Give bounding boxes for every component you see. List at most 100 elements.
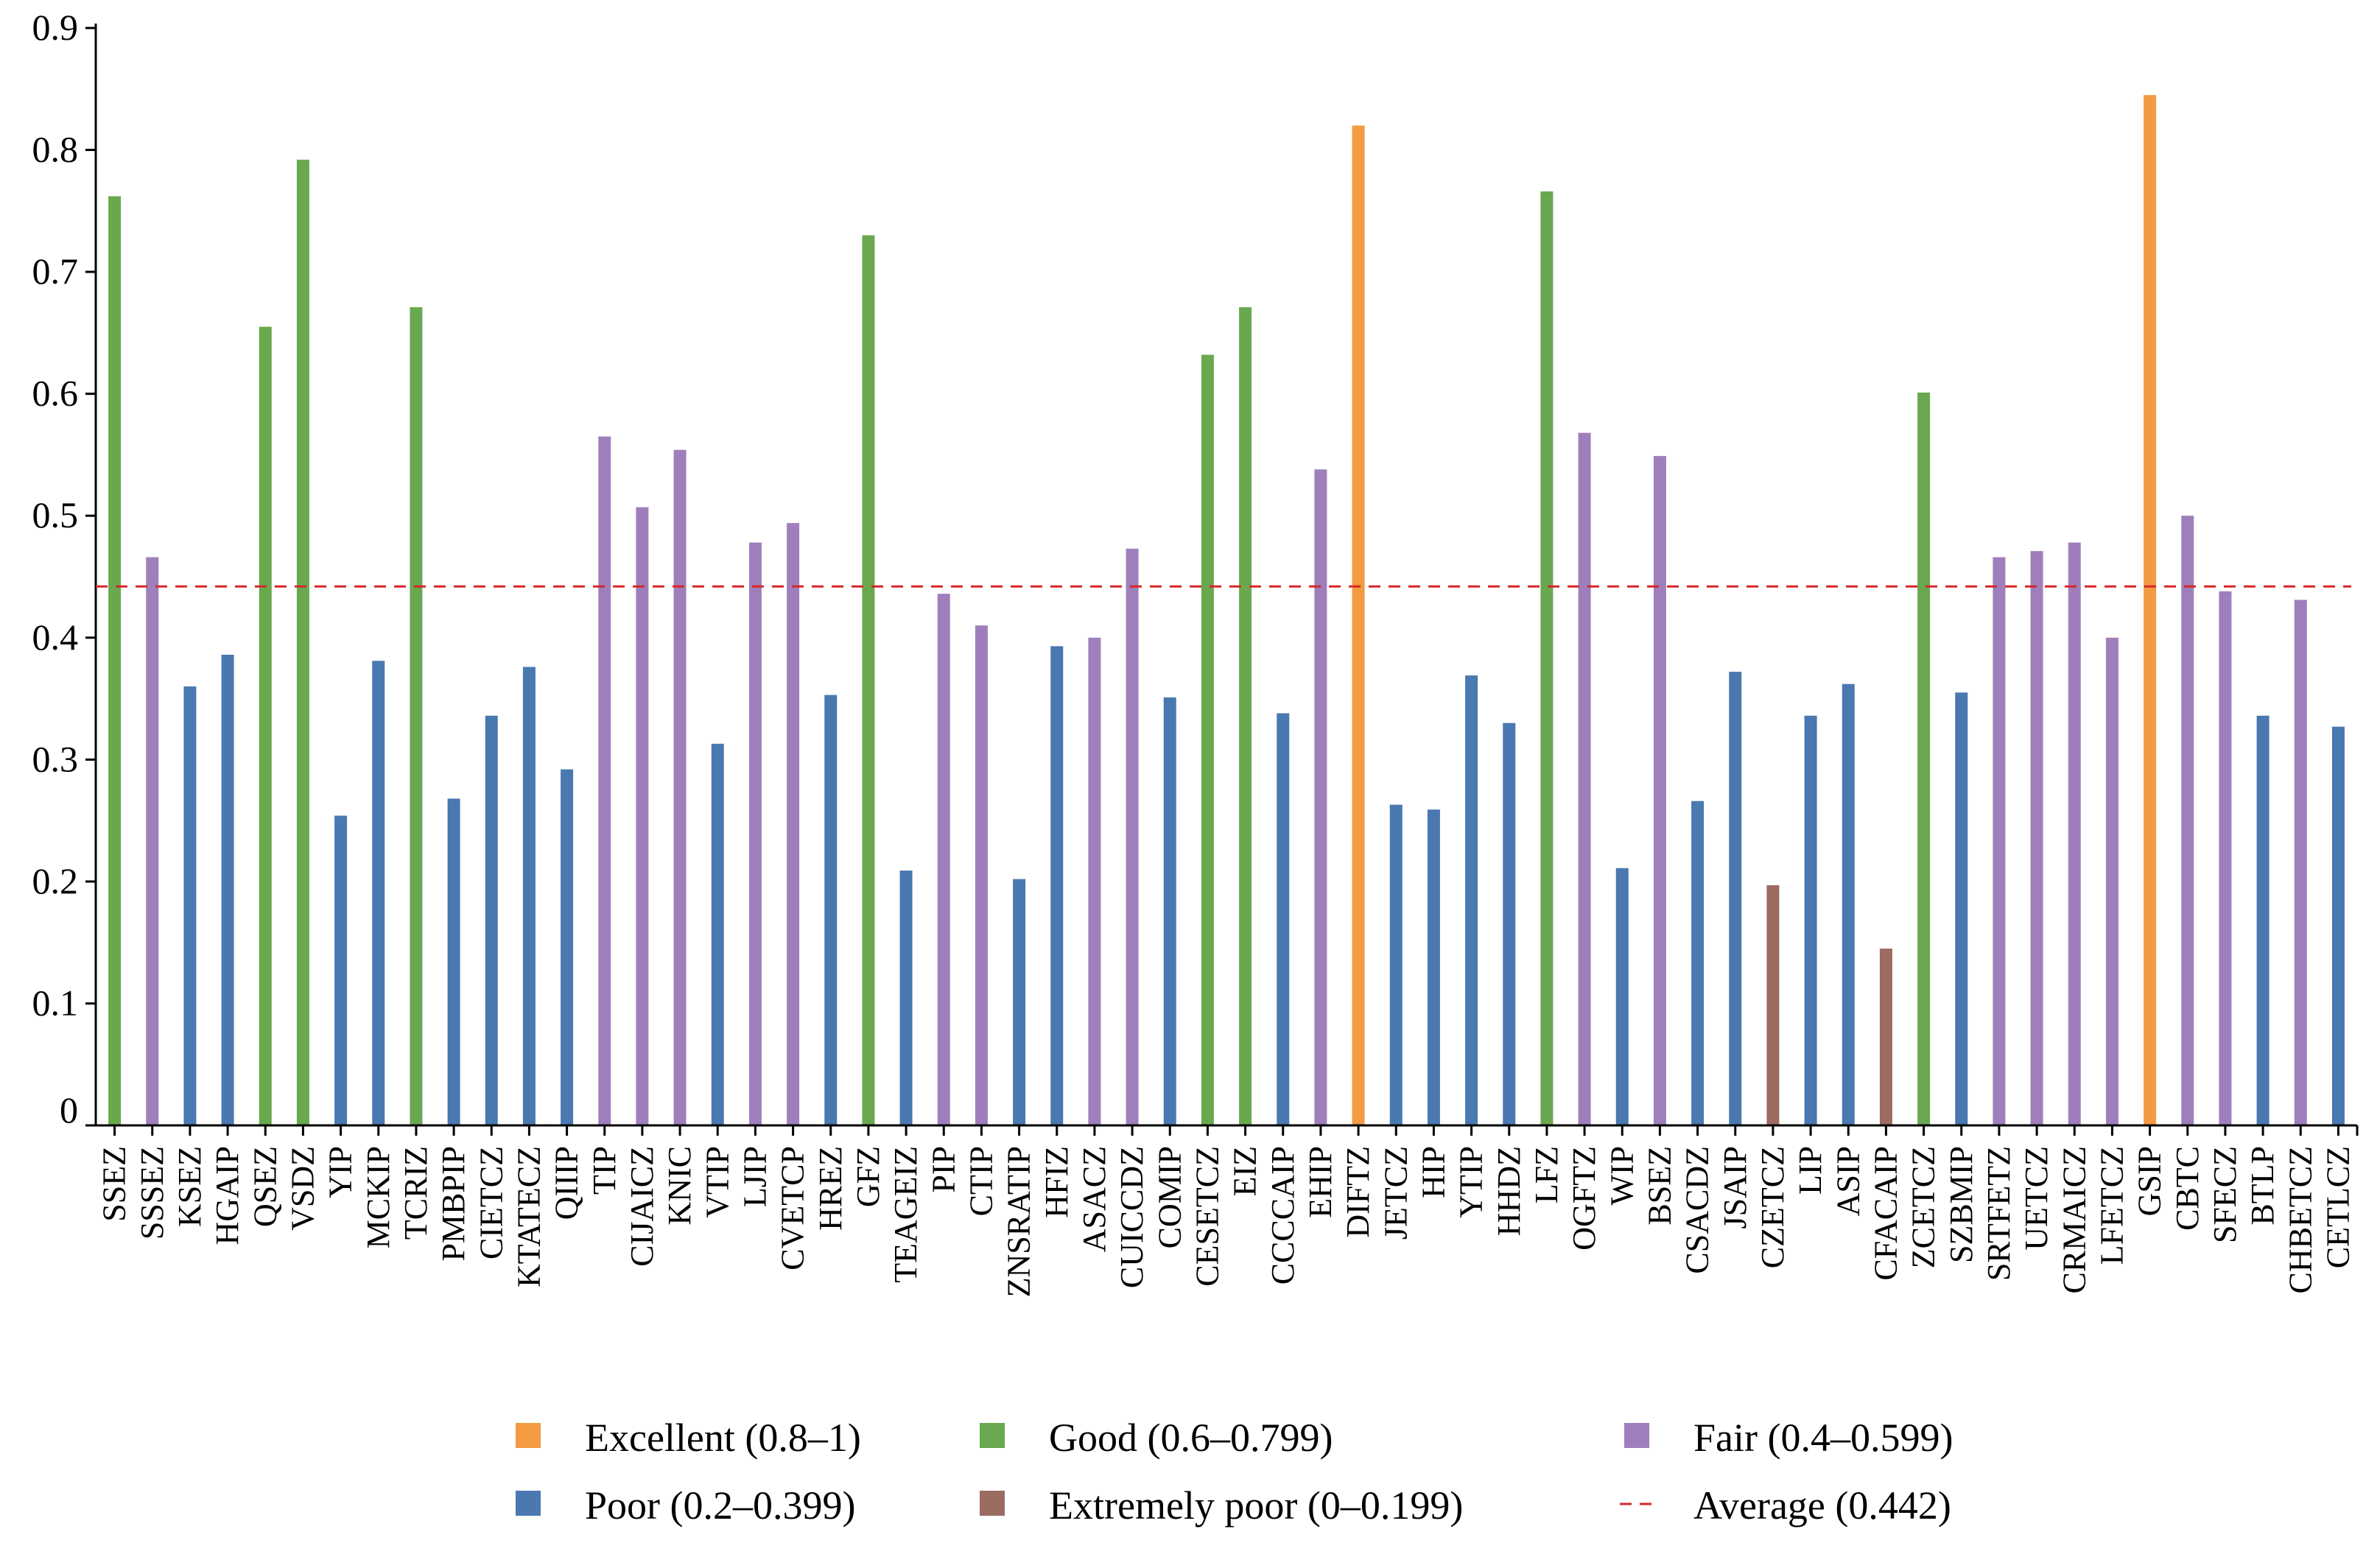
y-tick-label: 0.8 bbox=[32, 129, 79, 170]
bar bbox=[2030, 551, 2043, 1125]
x-tick-label: GSIP bbox=[2132, 1146, 2168, 1216]
x-tick-label: BSEZ bbox=[1641, 1146, 1677, 1226]
x-tick-label: LFZ bbox=[1528, 1146, 1565, 1203]
bar bbox=[1503, 723, 1516, 1125]
bar bbox=[1578, 432, 1591, 1125]
bar bbox=[899, 870, 913, 1125]
x-tick-label: CHBETCZ bbox=[2282, 1146, 2318, 1293]
y-tick-label: 0.5 bbox=[32, 494, 79, 535]
bar bbox=[862, 235, 875, 1125]
bars bbox=[108, 95, 2345, 1126]
legend-label: Good (0.6–0.799) bbox=[1049, 1416, 1333, 1460]
x-tick-label: CUICCDZ bbox=[1114, 1146, 1150, 1288]
x-tick-label: SSEZ bbox=[96, 1146, 133, 1222]
x-tick-label: CIJAICZ bbox=[624, 1146, 660, 1267]
bar bbox=[1691, 801, 1705, 1125]
y-tick-label: 0.6 bbox=[32, 373, 79, 414]
x-tick-label: ASACZ bbox=[1076, 1146, 1112, 1252]
x-tick-label: TIP bbox=[586, 1146, 622, 1195]
bar bbox=[561, 769, 574, 1125]
x-tick-label: YIP bbox=[323, 1146, 359, 1198]
bar bbox=[1389, 804, 1403, 1125]
bar bbox=[1239, 307, 1252, 1126]
x-tick-label: HREZ bbox=[812, 1146, 849, 1231]
bar bbox=[447, 798, 460, 1125]
x-tick-label: LFETCZ bbox=[2093, 1146, 2130, 1265]
bar bbox=[824, 695, 838, 1125]
x-tick-label: VTIP bbox=[699, 1146, 735, 1218]
bar bbox=[711, 743, 724, 1125]
x-tick-label: CCCCAIP bbox=[1265, 1146, 1301, 1284]
legend-swatch bbox=[980, 1423, 1005, 1448]
bar bbox=[1427, 809, 1440, 1125]
bar bbox=[1314, 469, 1327, 1125]
legend-swatch bbox=[1624, 1423, 1649, 1448]
x-tick-label: ZNSRATIP bbox=[1001, 1146, 1037, 1297]
bar bbox=[2294, 600, 2307, 1125]
bar bbox=[146, 557, 159, 1125]
legend-label: Excellent (0.8–1) bbox=[585, 1416, 861, 1460]
bar bbox=[975, 625, 988, 1125]
legend: Excellent (0.8–1) Good (0.6–0.799) Fair (0… bbox=[516, 1416, 1953, 1528]
bar bbox=[1879, 948, 1892, 1125]
bar bbox=[1088, 637, 1101, 1125]
bar bbox=[1013, 879, 1026, 1125]
x-tick-label: CSACDZ bbox=[1679, 1146, 1716, 1274]
bar bbox=[522, 667, 536, 1125]
x-tick-label: BTLP bbox=[2244, 1146, 2281, 1226]
y-tick-label: 0 bbox=[60, 1089, 78, 1131]
bar bbox=[2256, 715, 2270, 1125]
y-axis: 0 0.1 0.2 0.3 0.4 0.5 0.6 0.7 0.8 0.9 bbox=[32, 7, 97, 1131]
x-tick-label: TCRIZ bbox=[398, 1146, 434, 1240]
bar bbox=[1615, 868, 1629, 1125]
bar bbox=[1766, 885, 1780, 1125]
x-tick-label: LJIP bbox=[737, 1146, 773, 1207]
bar bbox=[1729, 672, 1742, 1125]
x-tick-label: CIETCZ bbox=[473, 1146, 509, 1259]
bar bbox=[1050, 646, 1064, 1125]
bar bbox=[1126, 548, 1139, 1125]
x-tick-label: SRTFETZ bbox=[1981, 1146, 2017, 1281]
x-tick-label: ASIP bbox=[1830, 1146, 1866, 1216]
legend-label: Average (0.442) bbox=[1693, 1483, 1951, 1528]
bar bbox=[221, 654, 234, 1125]
bar bbox=[1201, 354, 1214, 1125]
x-tick-label: SFECZ bbox=[2207, 1146, 2243, 1243]
x-tick-label: SZBMIP bbox=[1943, 1146, 1979, 1263]
x-tick-label: GFZ bbox=[850, 1146, 886, 1207]
x-tick-label: KSEZ bbox=[172, 1146, 208, 1227]
x-tick-label: UETCZ bbox=[2018, 1146, 2054, 1251]
bar bbox=[748, 542, 762, 1125]
x-tick-label: CESETCZ bbox=[1189, 1146, 1225, 1287]
bar bbox=[259, 326, 272, 1126]
bar bbox=[1917, 393, 1931, 1125]
x-tick-label: SSSEZ bbox=[134, 1146, 170, 1240]
x-tick-label: HHDZ bbox=[1491, 1146, 1527, 1236]
x-tick-label: OGFTZ bbox=[1566, 1146, 1602, 1251]
bar bbox=[2331, 726, 2345, 1125]
x-tick-label: PMBPIP bbox=[435, 1146, 471, 1262]
bar bbox=[2144, 95, 2157, 1126]
x-tick-label: YTIP bbox=[1453, 1146, 1489, 1218]
bar bbox=[410, 307, 423, 1126]
x-tick-label: HGAIP bbox=[209, 1146, 245, 1245]
y-tick-label: 0.2 bbox=[32, 860, 79, 901]
bar bbox=[2181, 516, 2194, 1125]
y-tick-label: 0.1 bbox=[32, 982, 79, 1023]
legend-swatch bbox=[516, 1491, 541, 1516]
bar bbox=[108, 196, 122, 1125]
legend-swatch bbox=[980, 1491, 1005, 1516]
bar bbox=[1540, 191, 1554, 1125]
x-tick-label: CZETCZ bbox=[1755, 1146, 1791, 1268]
legend-label: Poor (0.2–0.399) bbox=[585, 1483, 855, 1528]
bar bbox=[372, 661, 385, 1125]
bar bbox=[1465, 675, 1478, 1125]
x-tick-label: TEAGEIZ bbox=[888, 1146, 924, 1283]
y-tick-label: 0.3 bbox=[32, 738, 79, 779]
bar bbox=[2105, 637, 2119, 1125]
bar bbox=[296, 159, 309, 1125]
x-tick-label: JSAIP bbox=[1717, 1146, 1753, 1229]
y-tick-label: 0.9 bbox=[32, 7, 79, 48]
bar bbox=[485, 715, 498, 1125]
x-tick-label: COMIP bbox=[1151, 1146, 1187, 1248]
